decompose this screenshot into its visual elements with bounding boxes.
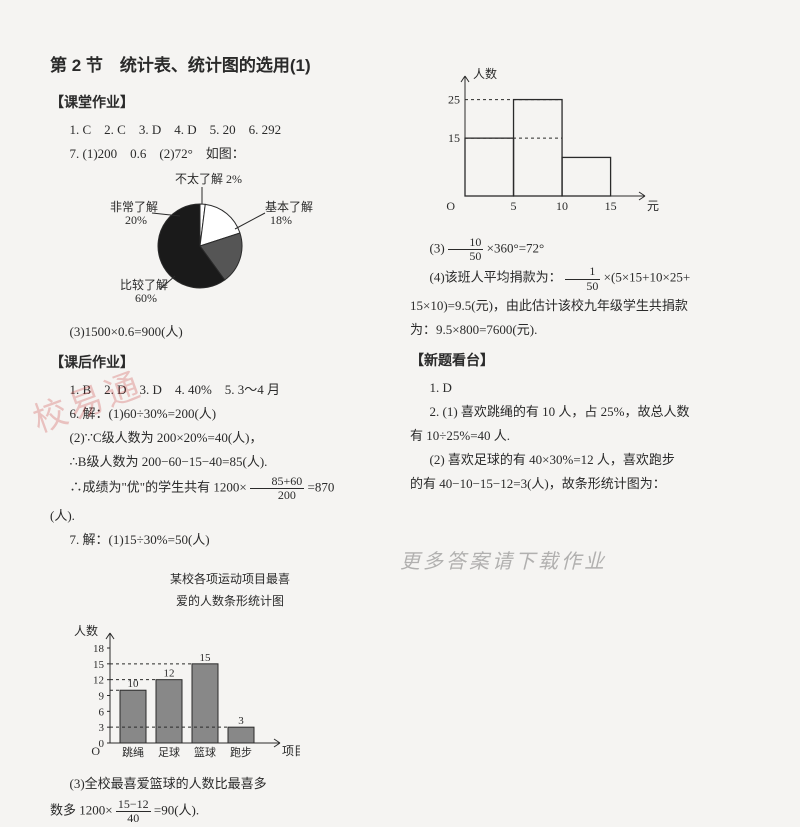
q6-line4: ∴成绩为"优"的学生共有 1200× 85+60 200 =870: [50, 475, 390, 502]
q7-part3: (3)1500×0.6=900(人): [50, 321, 390, 343]
q6-4-post: =870: [307, 480, 334, 495]
q6-line2: (2)∵C级人数为 200×20%=40(人)，: [50, 427, 390, 449]
bar-title-1: 某校各项运动项目最喜: [70, 569, 390, 589]
svg-text:15: 15: [448, 131, 460, 145]
r-q4-line1: (4)该班人平均捐款为： 1 50 ×(5×15+10×25+: [410, 265, 750, 292]
svg-text:基本了解: 基本了解: [265, 200, 313, 214]
q7b-3-post: =90(人).: [154, 802, 199, 817]
svg-text:9: 9: [99, 691, 105, 703]
left-column: 第 2 节 统计表、统计图的选用(1) 【课堂作业】 1. C 2. C 3. …: [50, 50, 390, 827]
svg-text:足球: 足球: [158, 745, 180, 759]
r-a3b: 的有 40−10−15−12=3(人)，故条形统计图为：: [410, 473, 750, 495]
frac-num: 1: [565, 265, 601, 279]
r-a3: (2) 喜欢足球的有 40×30%=12 人，喜欢跑步: [410, 449, 750, 471]
svg-text:项目: 项目: [282, 744, 300, 758]
svg-text:人数: 人数: [473, 66, 497, 81]
svg-text:15: 15: [605, 199, 617, 213]
svg-text:15: 15: [200, 652, 212, 664]
svg-text:跑步: 跑步: [230, 745, 252, 759]
svg-text:20%: 20%: [125, 213, 147, 227]
svg-text:比较了解: 比较了解: [120, 277, 168, 292]
svg-text:3: 3: [99, 723, 105, 735]
pie-chart: 不太了解 2% 非常了解20% 基本了解18% 比较了解60%: [70, 171, 390, 315]
svg-text:3: 3: [238, 716, 244, 728]
subsection-newq: 【新题看台】: [410, 349, 750, 373]
section-title: 第 2 节 统计表、统计图的选用(1): [50, 52, 390, 81]
frac-den: 40: [116, 812, 151, 825]
svg-text:非常了解: 非常了解: [110, 200, 158, 214]
frac-num: 10: [448, 236, 484, 250]
svg-text:10: 10: [556, 199, 568, 213]
fraction: 85+60 200: [250, 475, 304, 502]
svg-text:6: 6: [99, 707, 105, 719]
r-a1: 1. D: [410, 377, 750, 399]
r-q4-line2: 15×10)=9.5(元)，由此估计该校九年级学生共捐款: [410, 295, 750, 317]
subsection-classwork: 【课堂作业】: [50, 91, 390, 115]
q7-line: 7. (1)200 0.6 (2)72° 如图：: [50, 143, 390, 165]
svg-text:不太了解 2%: 不太了解 2%: [175, 171, 242, 186]
q6-line3: ∴B级人数为 200−60−15−40=85(人).: [50, 451, 390, 473]
r-q3-post: ×360°=72°: [487, 241, 545, 256]
r-q4-line3: 为：9.5×800=7600(元).: [410, 319, 750, 341]
right-column: 15 25 5 10 15 元 人数 O (3) 10 50 ×360°=72° (4)该班人…: [410, 50, 750, 827]
svg-text:12: 12: [93, 675, 104, 687]
pie-svg: 不太了解 2% 非常了解20% 基本了解18% 比较了解60%: [70, 171, 330, 311]
frac-num: 85+60: [250, 475, 304, 489]
svg-text:15: 15: [93, 659, 105, 671]
svg-text:元: 元: [647, 199, 659, 213]
r-q4-post: ×(5×15+10×25+: [604, 270, 691, 285]
bar1-svg: 036912151810跳绳12足球15篮球3跑步人数项目O: [70, 613, 300, 763]
svg-text:12: 12: [164, 668, 175, 680]
svg-text:跳绳: 跳绳: [122, 745, 144, 759]
answers-row-1: 1. C 2. C 3. D 4. D 5. 20 6. 292: [50, 119, 390, 141]
svg-text:人数: 人数: [74, 623, 98, 638]
r-a2: 2. (1) 喜欢跳绳的有 10 人，占 25%，故总人数: [410, 401, 750, 423]
r-q3: (3) 10 50 ×360°=72°: [410, 236, 750, 263]
q7b-line3b: 数多 1200× 15−12 40 =90(人).: [50, 798, 390, 825]
q7b-line3: (3)全校最喜爱篮球的人数比最喜多: [50, 773, 390, 795]
q6-4-pre: ∴成绩为"优"的学生共有 1200×: [70, 480, 247, 495]
fraction: 10 50: [448, 236, 484, 263]
svg-text:篮球: 篮球: [194, 745, 216, 759]
fraction: 1 50: [565, 265, 601, 292]
svg-text:O: O: [91, 744, 100, 758]
histogram-donation: 15 25 5 10 15 元 人数 O: [420, 56, 750, 230]
hist-svg: 15 25 5 10 15 元 人数 O: [420, 56, 670, 226]
frac-num: 15−12: [116, 798, 151, 812]
page: 第 2 节 统计表、统计图的选用(1) 【课堂作业】 1. C 2. C 3. …: [50, 50, 750, 827]
fraction: 15−12 40: [116, 798, 151, 825]
r-q4-pre: (4)该班人平均捐款为：: [430, 270, 562, 285]
svg-text:O: O: [446, 199, 455, 213]
bar-chart-sports: 某校各项运动项目最喜 爱的人数条形统计图 036912151810跳绳12足球1…: [70, 569, 390, 768]
r-a2b: 有 10÷25%=40 人.: [410, 425, 750, 447]
bar-title-2: 爱的人数条形统计图: [70, 591, 390, 611]
r-q3-pre: (3): [430, 241, 445, 256]
svg-text:5: 5: [511, 199, 517, 213]
svg-text:18%: 18%: [270, 213, 292, 227]
frac-den: 50: [448, 250, 484, 263]
svg-text:60%: 60%: [135, 291, 157, 305]
frac-den: 200: [250, 489, 304, 502]
q6-line1: 6. 解：(1)60÷30%=200(人): [50, 403, 390, 425]
subsection-homework: 【课后作业】: [50, 351, 390, 375]
svg-text:25: 25: [448, 93, 460, 107]
svg-text:18: 18: [93, 643, 105, 655]
answers-row-2: 1. B 2. D 3. D 4. 40% 5. 3～4 月: [50, 379, 390, 401]
frac-den: 50: [565, 280, 601, 293]
q6-line5: (人).: [50, 505, 390, 527]
q7b-3-pre: 数多 1200×: [50, 802, 113, 817]
q7b-line1: 7. 解：(1)15÷30%=50(人): [50, 529, 390, 551]
